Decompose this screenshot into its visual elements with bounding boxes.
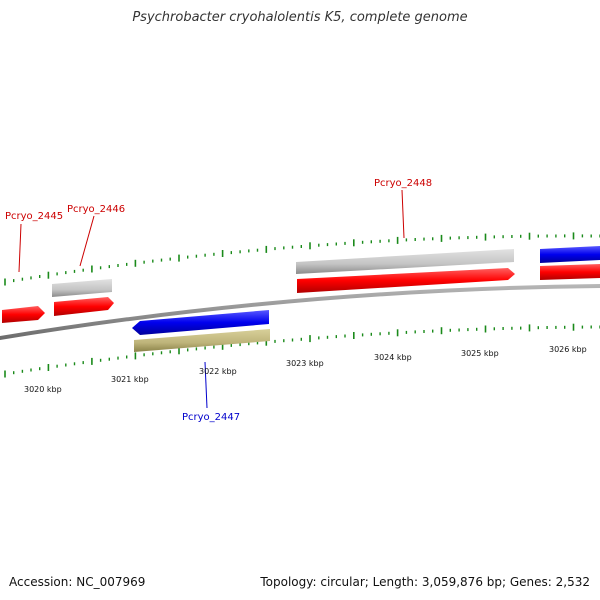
red-feature-right[interactable] (540, 264, 600, 280)
pointer-pcryo-2446 (79, 215, 95, 267)
pointer-pcryo-2447 (204, 361, 208, 409)
scale-label-3020: 3020 kbp (24, 385, 62, 394)
gene-pcryo-2445-arrow[interactable] (2, 306, 45, 323)
outer-tick-marks (4, 232, 600, 286)
scale-label-3023: 3023 kbp (286, 359, 324, 368)
genome-summary: Topology: circular; Length: 3,059,876 bp… (260, 575, 590, 589)
gene-pcryo-2447-arrow[interactable] (132, 310, 269, 335)
gene-pcryo-2447-olive-feature[interactable] (134, 329, 270, 352)
gene-labels: Pcryo_2445 Pcryo_2446 Pcryo_2448 Pcryo_2… (5, 178, 432, 423)
gene-label-pcryo-2447[interactable]: Pcryo_2447 (182, 412, 240, 423)
gene-pcryo-2448-grey-feature[interactable] (296, 249, 514, 274)
gene-label-pcryo-2446[interactable]: Pcryo_2446 (67, 204, 125, 215)
scale-label-3022: 3022 kbp (199, 367, 237, 376)
scale-label-3024: 3024 kbp (374, 353, 412, 362)
genome-title: Psychrobacter cryohalolentis K5, complet… (132, 10, 468, 25)
scale-label-3026: 3026 kbp (549, 345, 587, 354)
feature-row-forward (2, 264, 600, 323)
accession-info: Accession: NC_007969 (9, 575, 146, 589)
scale-labels: 3020 kbp 3021 kbp 3022 kbp 3023 kbp 3024… (24, 345, 587, 394)
pointer-pcryo-2448 (401, 189, 405, 239)
gene-pcryo-2446-arrow[interactable] (54, 297, 114, 316)
gene-label-pcryo-2448[interactable]: Pcryo_2448 (374, 178, 432, 189)
pointer-pcryo-2445 (18, 223, 22, 273)
gene-pcryo-2448-arrow[interactable] (297, 268, 515, 293)
feature-row-outer (52, 246, 600, 297)
gene-pcryo-2446-grey-feature[interactable] (52, 279, 112, 297)
scale-label-3021: 3021 kbp (111, 375, 149, 384)
inner-tick-marks (4, 323, 600, 378)
scale-label-3025: 3025 kbp (461, 349, 499, 358)
blue-feature-right-outer[interactable] (540, 246, 600, 263)
label-pointers (18, 189, 405, 409)
gene-label-pcryo-2445[interactable]: Pcryo_2445 (5, 211, 63, 222)
feature-row-reverse (132, 310, 270, 352)
